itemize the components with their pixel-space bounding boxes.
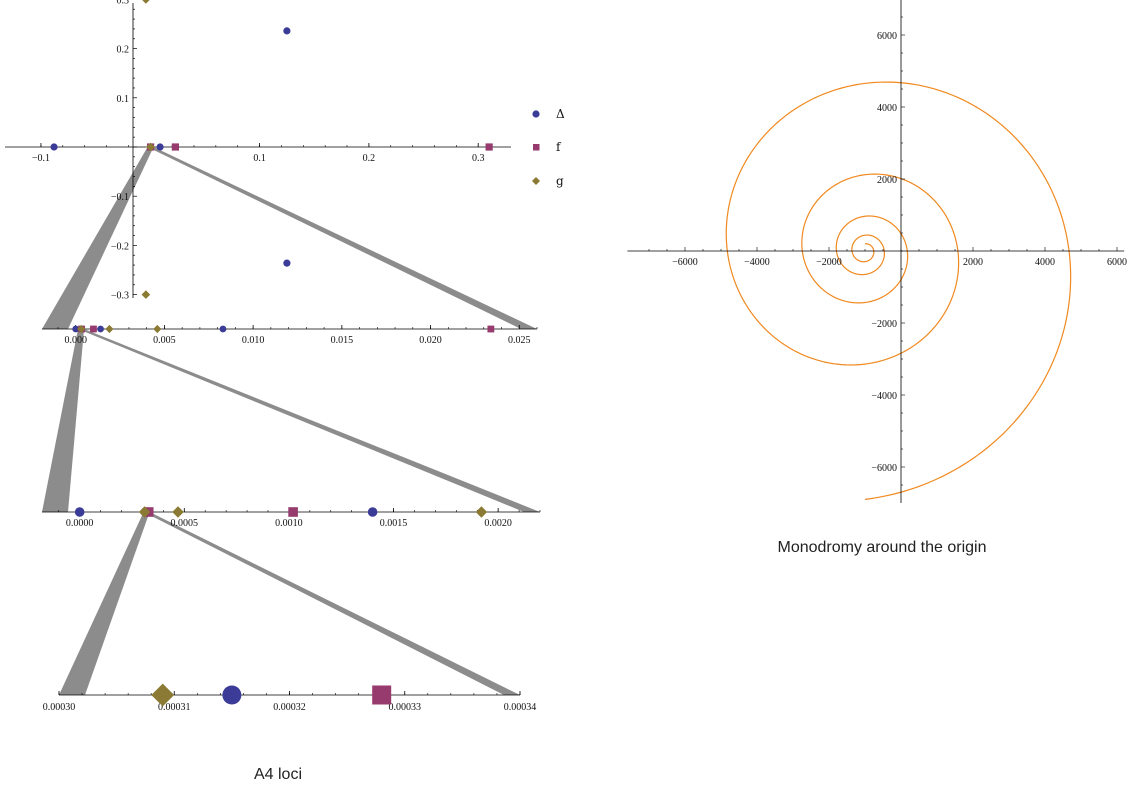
x-tick-label: −4000 [744, 257, 770, 268]
f-point [90, 325, 97, 333]
monodromy-plot: −6000 −4000 −2000 2000 4000 6000 −6000 −4000 −20… [627, 0, 1127, 503]
x-tick-label: 0.015 [331, 335, 354, 346]
delta-point [367, 507, 378, 517]
f-point [372, 685, 392, 705]
x-tick-label: 0.0010 [275, 518, 303, 529]
x-tick-label: 0.0000 [66, 518, 94, 529]
x-tick-label: 0.00034 [504, 702, 537, 713]
y-tick-label: 4000 [877, 103, 897, 114]
f-point [288, 507, 298, 517]
x-tick-label: −2000 [816, 257, 842, 268]
x-tick-label: 0.2 [363, 153, 376, 164]
legend: Δ f g [532, 107, 565, 188]
g-point [172, 506, 184, 518]
zoom-1-axes: 0.000 0.005 0.010 0.015 0.020 0.025 [42, 325, 538, 346]
zoom-wedge-3-right [143, 512, 521, 695]
zoom-2-marks [74, 506, 488, 518]
y-tick-label: −4000 [871, 391, 897, 402]
delta-point [283, 259, 291, 267]
complex-plane-plot: −0.1 0.1 0.2 0.3 −0.3 −0.2 −0.1 0.1 0.2 0.3 [5, 0, 511, 302]
zoom-3-plot: 0.00030 0.00031 0.00032 0.00033 0.00034 [43, 683, 537, 713]
delta-point [50, 143, 58, 151]
x-tick-label: 0.00033 [389, 702, 422, 713]
x-tick-label: 0.010 [242, 335, 265, 346]
legend-label-g: g [556, 174, 564, 188]
f-point [485, 143, 493, 151]
delta-point [219, 325, 227, 333]
g-point [105, 324, 114, 334]
x-tick-label: 0.00030 [43, 702, 76, 713]
y-tick-label: 0.3 [117, 0, 130, 6]
y-tick-label: 6000 [877, 31, 897, 42]
x-tick-label: 4000 [1035, 257, 1055, 268]
legend-label-delta: Δ [556, 107, 565, 121]
monodromy-caption: Monodromy around the origin [777, 539, 986, 556]
delta-point [156, 143, 164, 151]
x-tick-label: 6000 [1107, 257, 1127, 268]
g-point [141, 290, 151, 299]
y-tick-label: 0.1 [117, 94, 130, 105]
x-tick-label: 0.020 [419, 335, 442, 346]
x-tick-label: 0.1 [253, 153, 266, 164]
g-point [138, 506, 151, 518]
g-point [475, 506, 488, 518]
zoom-1-marks [72, 324, 495, 334]
legend-marker-f [533, 144, 540, 151]
g-point [153, 324, 162, 334]
zoom-wedge-2-right [78, 329, 540, 512]
y-tick-label: −0.3 [111, 291, 129, 302]
legend-label-f: f [556, 140, 562, 154]
x-tick-label: −6000 [672, 257, 698, 268]
loci-caption: A4 loci [254, 766, 302, 783]
y-tick-label: −6000 [871, 463, 897, 474]
zoom-wedge-3-left [59, 512, 150, 695]
y-tick-label: 0.2 [117, 45, 130, 56]
complex-plane-axes: −0.1 0.1 0.2 0.3 −0.3 −0.2 −0.1 0.1 0.2 0.3 [5, 0, 511, 302]
zoom-1-plot: 0.000 0.005 0.010 0.015 0.020 0.025 [42, 324, 538, 346]
y-tick-label: −2000 [871, 319, 897, 330]
zoom-wedge-2-left [42, 329, 85, 512]
x-tick-label: 0.0020 [484, 518, 512, 529]
zoom-wedge-1-right [147, 147, 538, 329]
f-point [487, 325, 495, 333]
zoom-wedge-1-left [42, 147, 154, 329]
monodromy-axes: −6000 −4000 −2000 2000 4000 6000 −6000 −4000 −20… [627, 0, 1127, 503]
x-tick-label: 0.000 [64, 335, 87, 346]
x-tick-label: −0.1 [32, 153, 50, 164]
delta-point [97, 325, 104, 333]
g-point [142, 0, 150, 4]
x-tick-label: 0.00032 [273, 702, 306, 713]
monodromy-spiral [725, 81, 1072, 500]
zoom-wedges [42, 147, 540, 695]
delta-point [74, 507, 85, 517]
zoom-3-axes: 0.00030 0.00031 0.00032 0.00033 0.00034 [43, 691, 537, 713]
g-point [146, 142, 155, 152]
legend-marker-delta [532, 110, 540, 118]
y-tick-label: −0.1 [111, 192, 129, 203]
delta-point [283, 27, 291, 35]
x-tick-label: 0.3 [472, 153, 485, 164]
delta-point [72, 325, 80, 333]
x-tick-label: 0.00031 [158, 702, 191, 713]
g-point [151, 683, 175, 707]
x-tick-label: 0.0015 [380, 518, 408, 529]
f-point [171, 143, 179, 151]
monodromy-curve-group [725, 81, 1072, 500]
g-point [77, 324, 86, 334]
zoom-2-plot: 0.0000 0.0005 0.0010 0.0015 0.0020 [42, 506, 541, 529]
x-tick-label: 0.025 [508, 335, 531, 346]
x-tick-label: 0.0005 [171, 518, 199, 529]
y-tick-label: −0.2 [111, 241, 129, 252]
y-tick-label: 2000 [877, 175, 897, 186]
x-tick-label: 0.005 [153, 335, 176, 346]
complex-plane-marks [50, 0, 493, 299]
delta-point [222, 685, 242, 705]
x-tick-label: 2000 [963, 257, 983, 268]
legend-marker-g [532, 177, 540, 185]
zoom-3-marks [151, 683, 392, 707]
